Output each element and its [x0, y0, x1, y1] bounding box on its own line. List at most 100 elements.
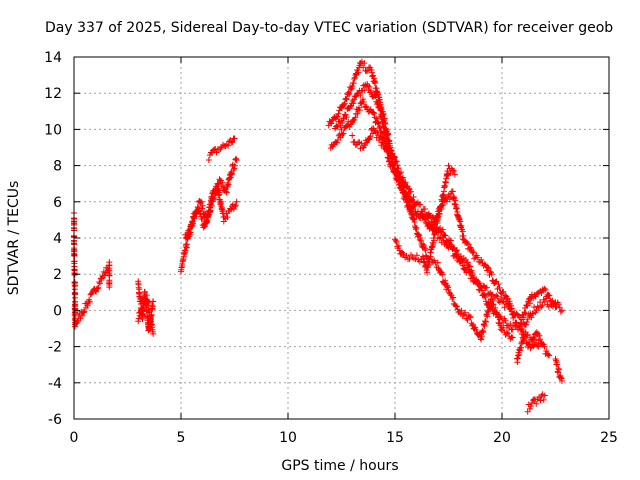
data-point	[343, 114, 350, 121]
data-point	[531, 304, 538, 311]
data-point	[436, 235, 443, 242]
y-tick-label: -2	[48, 340, 62, 356]
data-point	[373, 115, 380, 122]
data-point	[515, 322, 522, 329]
data-point	[474, 278, 481, 285]
data-point	[378, 128, 385, 135]
data-point	[354, 110, 361, 117]
data-point	[534, 342, 541, 349]
data-point	[502, 317, 509, 324]
data-point	[469, 272, 476, 279]
data-point	[555, 301, 562, 308]
data-point	[184, 241, 191, 248]
data-point	[372, 92, 379, 99]
y-tick-label: 0	[53, 303, 62, 319]
data-point	[509, 334, 516, 341]
data-point	[349, 132, 356, 139]
data-point	[529, 341, 536, 348]
data-point	[467, 314, 474, 321]
data-point	[459, 313, 466, 320]
data-point	[453, 247, 460, 254]
data-point	[210, 196, 217, 203]
data-point	[460, 232, 467, 239]
data-point	[469, 249, 476, 256]
data-point	[455, 254, 462, 261]
data-point	[347, 103, 354, 110]
data-point	[482, 318, 489, 325]
data-point	[533, 400, 540, 407]
data-point	[454, 247, 461, 254]
x-tick-label: 5	[177, 430, 186, 446]
data-point	[545, 292, 552, 299]
data-point	[459, 228, 466, 235]
data-point	[438, 198, 445, 205]
data-point	[523, 332, 530, 339]
data-point	[335, 110, 342, 117]
data-point	[211, 194, 218, 201]
data-point	[360, 64, 367, 71]
data-point	[370, 72, 377, 79]
data-point	[336, 131, 343, 138]
y-tick-label: 2	[53, 267, 62, 283]
data-point	[431, 237, 438, 244]
data-point	[468, 272, 475, 279]
data-point	[451, 195, 458, 202]
data-point	[333, 114, 340, 121]
data-point	[541, 392, 548, 399]
data-point	[411, 201, 418, 208]
data-point	[403, 252, 410, 259]
data-point	[520, 314, 527, 321]
data-point	[512, 319, 519, 326]
data-point	[339, 120, 346, 127]
data-point	[470, 249, 477, 256]
data-point	[558, 307, 565, 314]
data-point	[224, 214, 231, 221]
data-point	[192, 211, 199, 218]
grid	[74, 57, 609, 419]
data-point	[375, 120, 382, 127]
data-point	[406, 199, 413, 206]
data-point	[93, 288, 100, 295]
data-point	[547, 298, 554, 305]
data-point	[438, 203, 445, 210]
data-point	[528, 344, 535, 351]
data-point	[526, 340, 533, 347]
data-point	[94, 285, 101, 292]
data-point	[368, 87, 375, 94]
data-point	[467, 244, 474, 251]
data-point	[511, 311, 518, 318]
data-point	[521, 309, 528, 316]
data-point	[392, 237, 399, 244]
data-point	[480, 292, 487, 299]
data-point	[348, 120, 355, 127]
data-point	[363, 68, 370, 75]
data-point	[463, 315, 470, 322]
data-point	[527, 300, 534, 307]
data-point	[412, 256, 419, 263]
data-point	[413, 224, 420, 231]
data-point	[190, 220, 197, 227]
data-point	[447, 290, 454, 297]
data-point	[422, 216, 429, 223]
data-point	[557, 374, 564, 381]
data-point	[506, 298, 513, 305]
data-point	[382, 129, 389, 136]
data-point	[493, 292, 500, 299]
data-point	[231, 203, 238, 210]
y-axis-label: SDTVAR / TECUs	[6, 181, 22, 296]
data-point	[232, 202, 239, 209]
data-point	[95, 284, 102, 291]
data-point	[417, 201, 424, 208]
data-point	[416, 232, 423, 239]
data-point	[334, 139, 341, 146]
data-point	[466, 313, 473, 320]
data-point	[356, 107, 363, 114]
data-point	[453, 303, 460, 310]
data-point	[225, 142, 232, 149]
data-point	[526, 405, 533, 412]
data-point	[343, 96, 350, 103]
data-point	[79, 312, 86, 319]
data-point	[445, 162, 452, 169]
data-point	[449, 167, 456, 174]
data-point	[539, 302, 546, 309]
